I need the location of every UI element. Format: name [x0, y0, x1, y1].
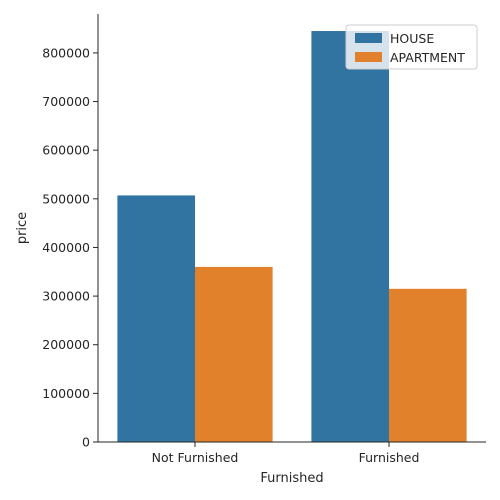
bar-house-furnished — [311, 31, 389, 442]
y-tick-label: 300000 — [42, 289, 90, 304]
y-axis-label: price — [15, 212, 30, 244]
legend-swatch — [355, 33, 382, 43]
x-tick-label: Furnished — [359, 450, 420, 465]
y-tick-label: 0 — [82, 435, 90, 450]
x-tick-label: Not Furnished — [152, 450, 239, 465]
y-tick-label: 500000 — [42, 191, 90, 206]
bar-apartment-furnished — [389, 288, 467, 442]
x-axis: Not Furnished Furnished — [98, 441, 486, 465]
y-tick-label: 200000 — [42, 337, 90, 352]
bar-apartment-not-furnished — [195, 266, 273, 442]
legend-swatch — [355, 52, 382, 62]
bars-group — [117, 31, 467, 442]
y-axis: 0 100000 200000 300000 400000 500000 600000 700… — [42, 14, 99, 450]
y-tick-label: 600000 — [42, 143, 90, 158]
y-tick-label: 700000 — [42, 94, 90, 109]
legend-label: HOUSE — [390, 31, 434, 46]
legend-label: APARTMENT — [390, 50, 465, 65]
legend: HOUSE APARTMENT — [345, 24, 478, 70]
x-axis-label: Furnished — [260, 471, 323, 486]
y-tick-label: 800000 — [42, 45, 90, 60]
bar-house-not-furnished — [117, 195, 195, 442]
y-tick-label: 100000 — [42, 386, 90, 401]
y-tick-label: 400000 — [42, 240, 90, 255]
